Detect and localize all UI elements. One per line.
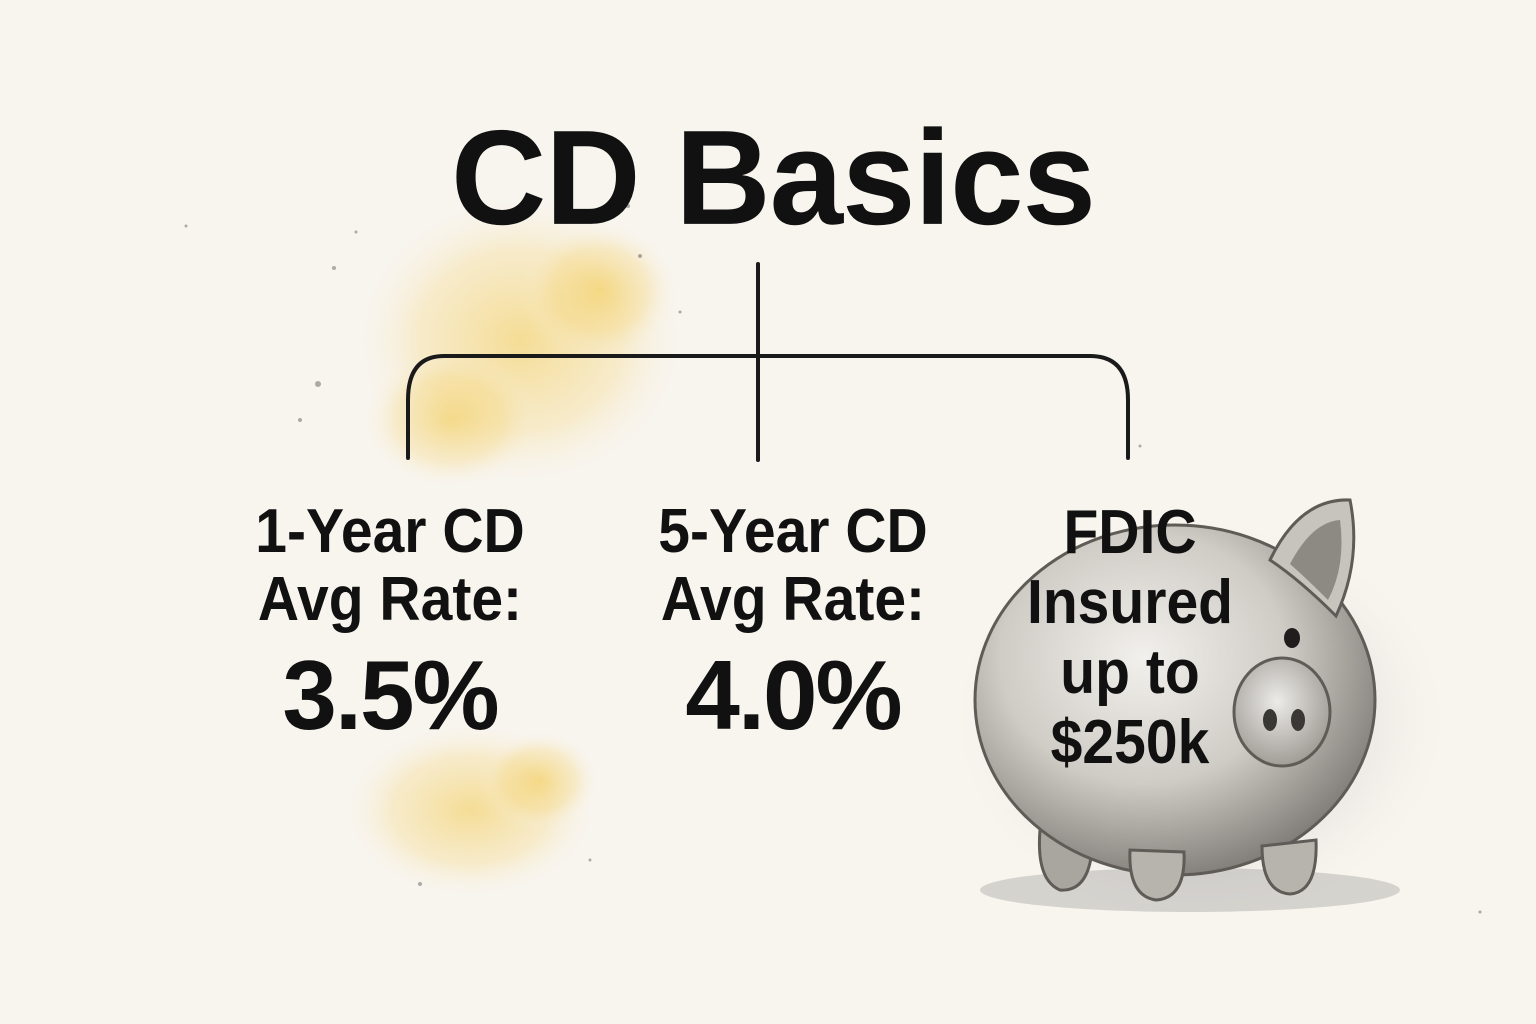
node-3-label: FDIC Insured up to $250k xyxy=(946,498,1314,778)
splatter-dots xyxy=(184,204,1482,914)
node-1-label-line-1: 1-Year CD xyxy=(255,497,525,566)
node-1-value: 3.5% xyxy=(282,640,499,750)
node-1-year-cd: 1-Year CD Avg Rate: 3.5% xyxy=(180,497,600,751)
node-3-label-line-1: FDIC xyxy=(1063,498,1197,567)
piggy-bank-icon xyxy=(940,498,1460,930)
connector-branch-right xyxy=(1088,354,1130,460)
node-2-label-line-1: 5-Year CD xyxy=(658,497,928,566)
connector-branch-left xyxy=(406,354,446,460)
node-3-label-line-2: Insured xyxy=(1026,568,1234,637)
node-3-label-line-4: $250k xyxy=(1050,708,1210,777)
node-5-year-cd: 5-Year CD Avg Rate: 4.0% xyxy=(583,497,1003,751)
node-3-label-line-3: up to xyxy=(1060,638,1200,707)
watercolor-splash-bottom xyxy=(340,720,600,900)
node-2-label-line-2: Avg Rate: xyxy=(660,565,926,634)
node-1-label-line-2: Avg Rate: xyxy=(257,565,523,634)
connector-tree xyxy=(406,262,1130,462)
node-2-value: 4.0% xyxy=(685,640,902,750)
page-title: CD Basics xyxy=(451,102,1096,253)
node-fdic-insured: FDIC Insured up to $250k xyxy=(930,498,1330,778)
